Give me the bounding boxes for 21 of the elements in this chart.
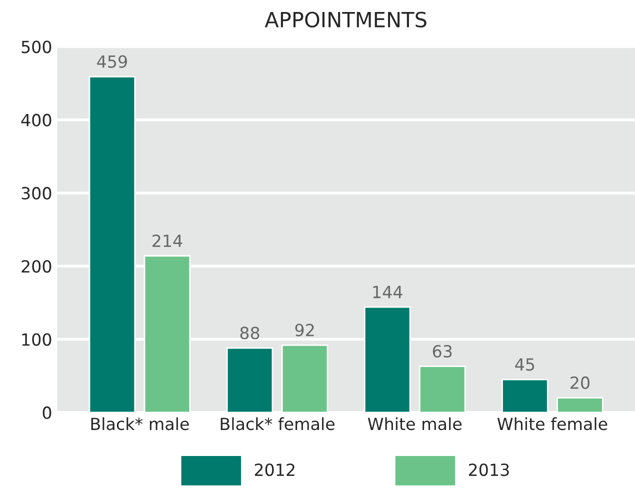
x-tick-label: White female	[497, 417, 608, 430]
data-label: 45	[515, 358, 534, 371]
y-tick-label: 0	[42, 406, 52, 420]
data-label: 88	[240, 326, 260, 340]
data-label: 20	[570, 376, 590, 390]
chart-title: APPOINTMENTS	[264, 12, 426, 28]
y-tick-label: 500	[22, 40, 52, 54]
x-tick-label: White male	[368, 417, 462, 430]
data-label: 214	[152, 234, 182, 247]
y-tick-label: 300	[22, 186, 52, 200]
x-tick-label: Black* female	[220, 417, 334, 430]
y-tick-label: 400	[21, 114, 52, 126]
data-label: 92	[295, 324, 314, 336]
legend-label: 2012	[254, 464, 294, 476]
y-tick-label: 100	[22, 333, 52, 346]
legend-label: 2013	[468, 464, 509, 476]
data-label: 459	[97, 55, 127, 68]
data-label: 144	[373, 286, 402, 298]
x-tick-label: Black* male	[91, 417, 189, 430]
y-tick-label: 200	[22, 260, 52, 273]
data-label: 63	[432, 344, 452, 358]
